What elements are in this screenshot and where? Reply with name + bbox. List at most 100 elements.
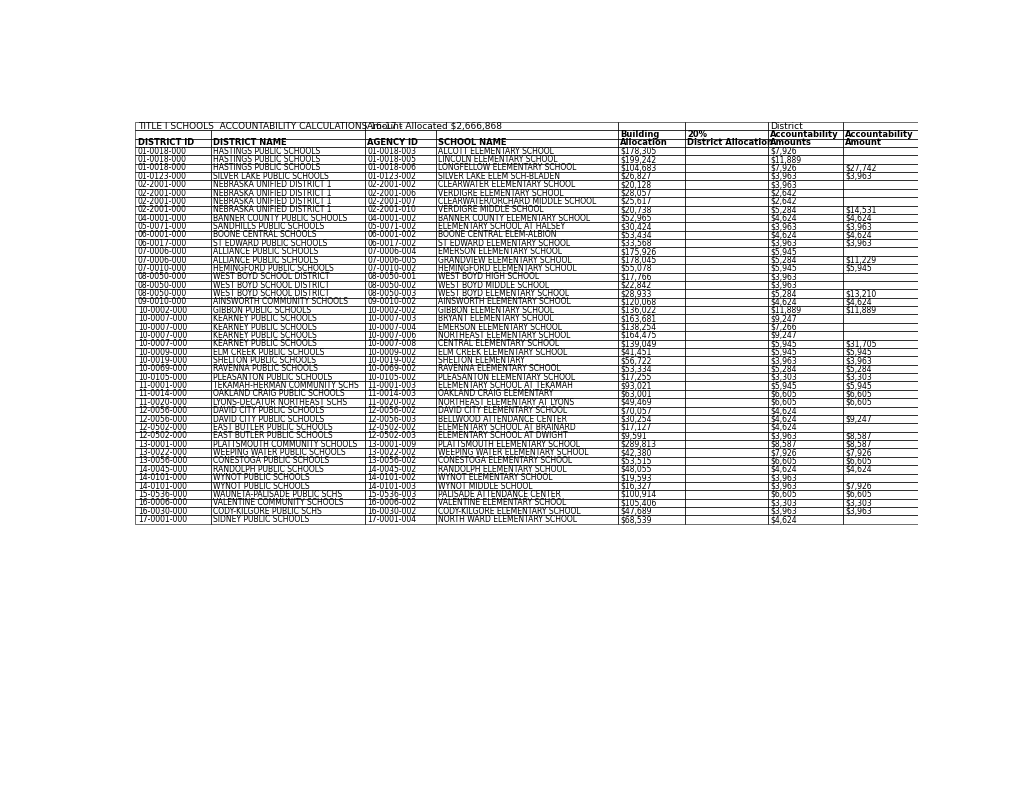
Text: DAVID CITY PUBLIC SCHOOLS: DAVID CITY PUBLIC SCHOOLS bbox=[213, 414, 324, 424]
Bar bbox=[136, 197, 210, 206]
Bar bbox=[842, 122, 917, 130]
Bar bbox=[684, 281, 767, 289]
Bar bbox=[842, 164, 917, 172]
Bar bbox=[435, 197, 618, 206]
Bar bbox=[365, 180, 435, 189]
Bar bbox=[618, 206, 684, 214]
Bar bbox=[684, 172, 767, 180]
Bar bbox=[842, 247, 917, 256]
Bar bbox=[365, 499, 435, 507]
Text: $6,605: $6,605 bbox=[845, 490, 871, 499]
Text: $3,963: $3,963 bbox=[769, 281, 796, 290]
Text: $4,624: $4,624 bbox=[769, 414, 796, 424]
Bar bbox=[136, 356, 210, 365]
Bar bbox=[618, 314, 684, 323]
Bar bbox=[684, 515, 767, 524]
Text: 10-0007-000: 10-0007-000 bbox=[138, 314, 186, 323]
Text: 16-0030-002: 16-0030-002 bbox=[367, 507, 416, 515]
Text: $3,963: $3,963 bbox=[769, 222, 796, 231]
Bar bbox=[842, 256, 917, 264]
Text: $7,926: $7,926 bbox=[769, 163, 796, 173]
Text: 12-0502-000: 12-0502-000 bbox=[138, 423, 186, 432]
Bar bbox=[842, 214, 917, 222]
Bar bbox=[210, 206, 365, 214]
Text: $3,963: $3,963 bbox=[769, 481, 796, 491]
Bar bbox=[684, 197, 767, 206]
Bar bbox=[365, 139, 435, 147]
Bar bbox=[842, 147, 917, 155]
Bar bbox=[365, 423, 435, 432]
Text: 16-0006-000: 16-0006-000 bbox=[138, 498, 186, 507]
Text: RANDOLPH PUBLIC SCHOOLS: RANDOLPH PUBLIC SCHOOLS bbox=[213, 465, 323, 474]
Text: $3,963: $3,963 bbox=[769, 172, 796, 180]
Bar bbox=[210, 231, 365, 239]
Text: $17,127: $17,127 bbox=[620, 423, 650, 432]
Bar bbox=[767, 139, 842, 147]
Bar bbox=[618, 289, 684, 298]
Text: PLEASANTON PUBLIC SCHOOLS: PLEASANTON PUBLIC SCHOOLS bbox=[213, 373, 332, 381]
Bar bbox=[210, 306, 365, 314]
Bar bbox=[210, 515, 365, 524]
Text: $17,255: $17,255 bbox=[620, 373, 651, 381]
Bar bbox=[210, 139, 365, 147]
Text: $9,247: $9,247 bbox=[769, 314, 796, 323]
Text: $48,055: $48,055 bbox=[620, 465, 651, 474]
Bar bbox=[435, 281, 618, 289]
Text: BRYANT ELEMENTARY SCHOOL: BRYANT ELEMENTARY SCHOOL bbox=[438, 314, 553, 323]
Bar bbox=[767, 247, 842, 256]
Text: 01-0018-003: 01-0018-003 bbox=[367, 147, 416, 156]
Bar bbox=[365, 256, 435, 264]
Text: $6,605: $6,605 bbox=[845, 389, 871, 399]
Bar bbox=[210, 365, 365, 373]
Text: $53,434: $53,434 bbox=[620, 230, 651, 240]
Text: BELLWOOD ATTENDANCE CENTER: BELLWOOD ATTENDANCE CENTER bbox=[438, 414, 567, 424]
Bar bbox=[136, 239, 210, 247]
Text: $93,021: $93,021 bbox=[620, 381, 651, 390]
Text: WEST BOYD ELEMENTARY SCHOOL: WEST BOYD ELEMENTARY SCHOOL bbox=[438, 289, 569, 298]
Bar bbox=[435, 465, 618, 474]
Bar bbox=[210, 432, 365, 440]
Text: $7,926: $7,926 bbox=[769, 147, 796, 156]
Bar bbox=[435, 189, 618, 197]
Text: ST EDWARD ELEMENTARY SCHOOL: ST EDWARD ELEMENTARY SCHOOL bbox=[438, 239, 570, 247]
Bar bbox=[767, 465, 842, 474]
Text: SILVER LAKE ELEM SCH-BLADEN: SILVER LAKE ELEM SCH-BLADEN bbox=[438, 172, 559, 180]
Bar bbox=[365, 465, 435, 474]
Bar bbox=[684, 381, 767, 390]
Text: $3,963: $3,963 bbox=[845, 507, 871, 515]
Text: WYNOT PUBLIC SCHOOLS: WYNOT PUBLIC SCHOOLS bbox=[213, 481, 309, 491]
Text: $22,842: $22,842 bbox=[620, 281, 650, 290]
Text: 10-0019-000: 10-0019-000 bbox=[138, 356, 186, 365]
Text: 11-0001-000: 11-0001-000 bbox=[138, 381, 186, 390]
Text: 17-0001-000: 17-0001-000 bbox=[138, 515, 186, 524]
Text: NORTHEAST ELEMENTARY SCHOOL: NORTHEAST ELEMENTARY SCHOOL bbox=[438, 331, 570, 340]
Bar bbox=[842, 172, 917, 180]
Bar bbox=[684, 348, 767, 356]
Bar bbox=[435, 180, 618, 189]
Bar bbox=[767, 356, 842, 365]
Text: $31,705: $31,705 bbox=[845, 340, 876, 348]
Bar bbox=[767, 373, 842, 381]
Bar bbox=[684, 298, 767, 306]
Bar bbox=[842, 373, 917, 381]
Text: SANDHILLS PUBLIC SCHOOLS: SANDHILLS PUBLIC SCHOOLS bbox=[213, 222, 324, 231]
Text: $4,624: $4,624 bbox=[769, 465, 796, 474]
Bar bbox=[136, 407, 210, 415]
Bar bbox=[767, 130, 842, 139]
Text: $3,303: $3,303 bbox=[845, 373, 871, 381]
Bar bbox=[842, 306, 917, 314]
Text: 01-0018-000: 01-0018-000 bbox=[138, 155, 186, 164]
Bar bbox=[767, 448, 842, 457]
Bar bbox=[767, 440, 842, 448]
Text: 12-0502-003: 12-0502-003 bbox=[367, 431, 416, 440]
Bar bbox=[684, 457, 767, 465]
Text: $70,057: $70,057 bbox=[620, 407, 651, 415]
Text: 10-0019-002: 10-0019-002 bbox=[367, 356, 416, 365]
Bar bbox=[365, 189, 435, 197]
Bar bbox=[618, 474, 684, 482]
Bar bbox=[365, 440, 435, 448]
Bar bbox=[136, 281, 210, 289]
Text: CLEARWATER/ORCHARD MIDDLE SCHOOL: CLEARWATER/ORCHARD MIDDLE SCHOOL bbox=[438, 197, 596, 206]
Text: BANNER COUNTY PUBLIC SCHOOLS: BANNER COUNTY PUBLIC SCHOOLS bbox=[213, 214, 346, 223]
Bar bbox=[365, 147, 435, 155]
